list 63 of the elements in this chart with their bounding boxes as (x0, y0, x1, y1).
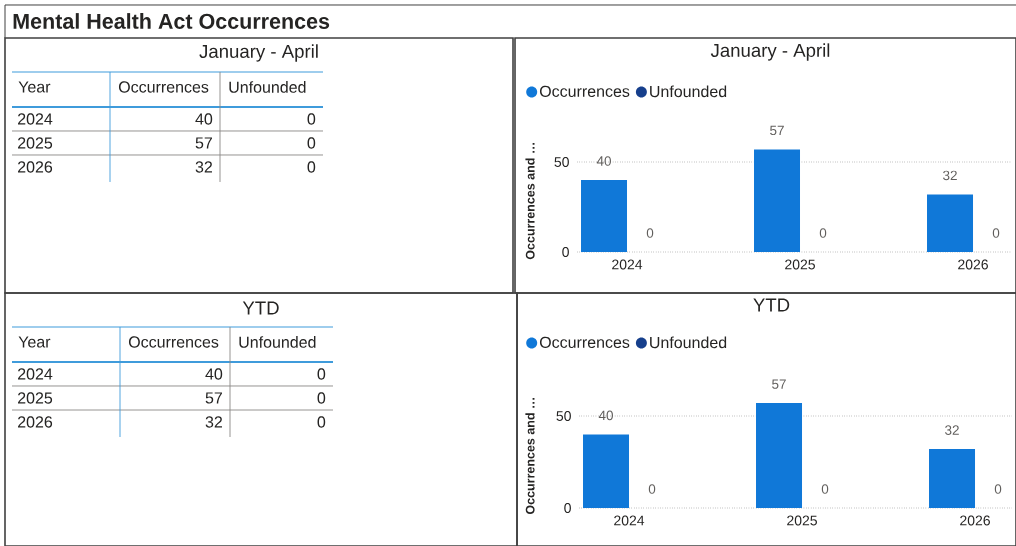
data-label: 57 (772, 379, 786, 389)
data-label: 32 (195, 161, 212, 173)
data-label: 0 (317, 392, 326, 404)
text: Unfounded (229, 81, 306, 93)
y-tick-label: 50 (556, 411, 571, 421)
data-label: 32 (943, 170, 957, 181)
data-label: 32 (205, 416, 222, 428)
data-label: 40 (598, 410, 613, 421)
data-label: 57 (770, 125, 784, 136)
data-label: 0 (307, 113, 316, 125)
text: Mental Health Act Occurrences (13, 13, 330, 29)
chart-title: YTD (753, 298, 790, 312)
x-tick-label: 2026 (960, 515, 990, 526)
data-label: 0 (819, 228, 827, 238)
data-label: 0 (317, 368, 326, 380)
bar (927, 194, 974, 252)
data-label: 57 (205, 392, 222, 404)
text: Occurrences (128, 336, 219, 348)
data-label: 0 (648, 484, 656, 494)
data-label: 40 (596, 156, 611, 166)
bar (583, 434, 630, 508)
legend-label: Unfounded (650, 336, 727, 349)
x-tick-label: 2026 (958, 259, 988, 270)
category-label: 2026 (18, 416, 53, 428)
bar (581, 180, 628, 252)
data-label: 40 (195, 113, 213, 125)
data-label: 0 (821, 484, 829, 494)
x-tick-label: 2024 (614, 515, 645, 526)
y-tick-label: 0 (564, 503, 571, 513)
y-axis-title: Occurrences and … (525, 397, 535, 515)
data-label: 0 (317, 416, 326, 428)
text: Occurrences (118, 81, 209, 93)
data-label: 0 (994, 484, 1002, 494)
y-tick-label: 0 (562, 247, 569, 257)
category-label: 2024 (18, 113, 53, 125)
chart-title: January - April (710, 43, 830, 61)
y-axis-title: Occurrences and … (525, 143, 535, 260)
data-label: 57 (195, 137, 212, 149)
text: YTD (242, 301, 279, 315)
text: Year (18, 336, 51, 348)
text: Year (18, 81, 51, 93)
data-label: 0 (307, 137, 316, 149)
category-label: 2025 (18, 392, 53, 404)
data-label: 0 (992, 228, 1000, 238)
bar (754, 149, 801, 252)
text: Unfounded (239, 336, 316, 348)
legend-label: Occurrences (539, 336, 630, 348)
data-label: 0 (646, 228, 654, 238)
x-tick-label: 2025 (787, 515, 817, 526)
data-label: 32 (945, 425, 959, 435)
legend-label: Unfounded (650, 85, 727, 98)
x-tick-label: 2025 (785, 259, 815, 270)
category-label: 2025 (18, 137, 53, 149)
category-label: 2024 (18, 368, 53, 380)
bar (756, 403, 803, 508)
text: January - April (199, 44, 318, 62)
data-label: 40 (205, 368, 223, 380)
category-label: 2026 (18, 161, 53, 173)
x-tick-label: 2024 (612, 259, 643, 270)
legend-label: Occurrences (539, 85, 630, 97)
bar (929, 449, 976, 508)
y-tick-label: 50 (554, 157, 569, 167)
data-label: 0 (307, 161, 316, 173)
